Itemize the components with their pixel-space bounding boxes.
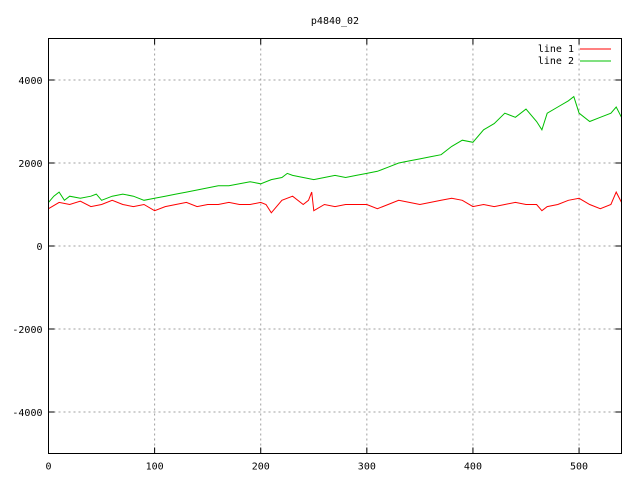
x-tick-label: 100 xyxy=(146,462,164,473)
chart-title: p4840_02 xyxy=(311,16,359,27)
y-tick-label: 2000 xyxy=(18,159,42,170)
grid xyxy=(48,38,622,454)
x-tick-label: 300 xyxy=(358,462,376,473)
legend-label: line 2 xyxy=(538,56,574,67)
legend-label: line 1 xyxy=(538,44,574,55)
tick-labels: 0 100 200 300 400 500 -4000 -2000 0 2000 4000 xyxy=(12,38,622,473)
y-tick-label: 0 xyxy=(36,242,42,253)
y-tick-label: -2000 xyxy=(12,325,42,336)
x-tick-label: 400 xyxy=(464,462,482,473)
x-tick-label: 500 xyxy=(570,462,588,473)
series-line-2 xyxy=(48,95,622,203)
series-layer xyxy=(48,95,622,214)
x-tick-label: 0 xyxy=(45,462,51,473)
x-tick-label: 200 xyxy=(252,462,270,473)
series-line-1 xyxy=(48,190,622,214)
y-tick-label: -4000 xyxy=(12,408,42,419)
y-tick-label: 4000 xyxy=(18,76,42,87)
